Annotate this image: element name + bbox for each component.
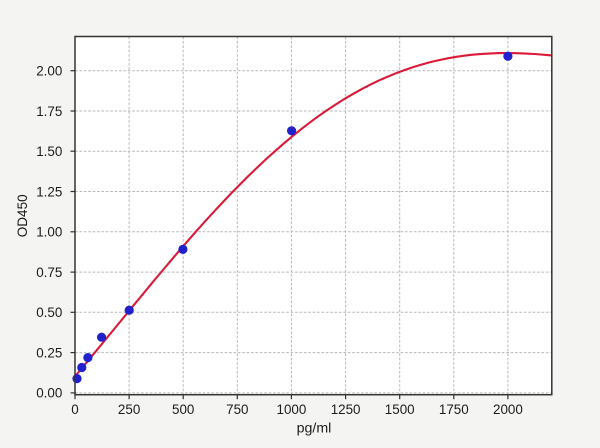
- svg-text:1750: 1750: [439, 402, 469, 417]
- svg-text:OD450: OD450: [15, 194, 30, 237]
- svg-text:0.25: 0.25: [36, 345, 62, 360]
- svg-text:250: 250: [118, 402, 140, 417]
- svg-text:1.00: 1.00: [36, 225, 62, 240]
- svg-text:0.50: 0.50: [36, 305, 62, 320]
- svg-text:pg/ml: pg/ml: [297, 420, 332, 436]
- svg-text:1500: 1500: [385, 402, 415, 417]
- svg-text:2.00: 2.00: [36, 64, 62, 79]
- svg-text:1.50: 1.50: [36, 144, 62, 159]
- svg-text:1250: 1250: [331, 402, 361, 417]
- svg-text:2000: 2000: [493, 402, 523, 417]
- svg-text:1000: 1000: [277, 402, 307, 417]
- svg-text:0: 0: [71, 402, 78, 417]
- svg-text:0.00: 0.00: [36, 386, 62, 401]
- svg-text:0.75: 0.75: [36, 265, 62, 280]
- svg-text:500: 500: [172, 402, 194, 417]
- svg-text:1.75: 1.75: [36, 104, 62, 119]
- svg-text:750: 750: [226, 402, 248, 417]
- svg-text:1.25: 1.25: [36, 184, 62, 199]
